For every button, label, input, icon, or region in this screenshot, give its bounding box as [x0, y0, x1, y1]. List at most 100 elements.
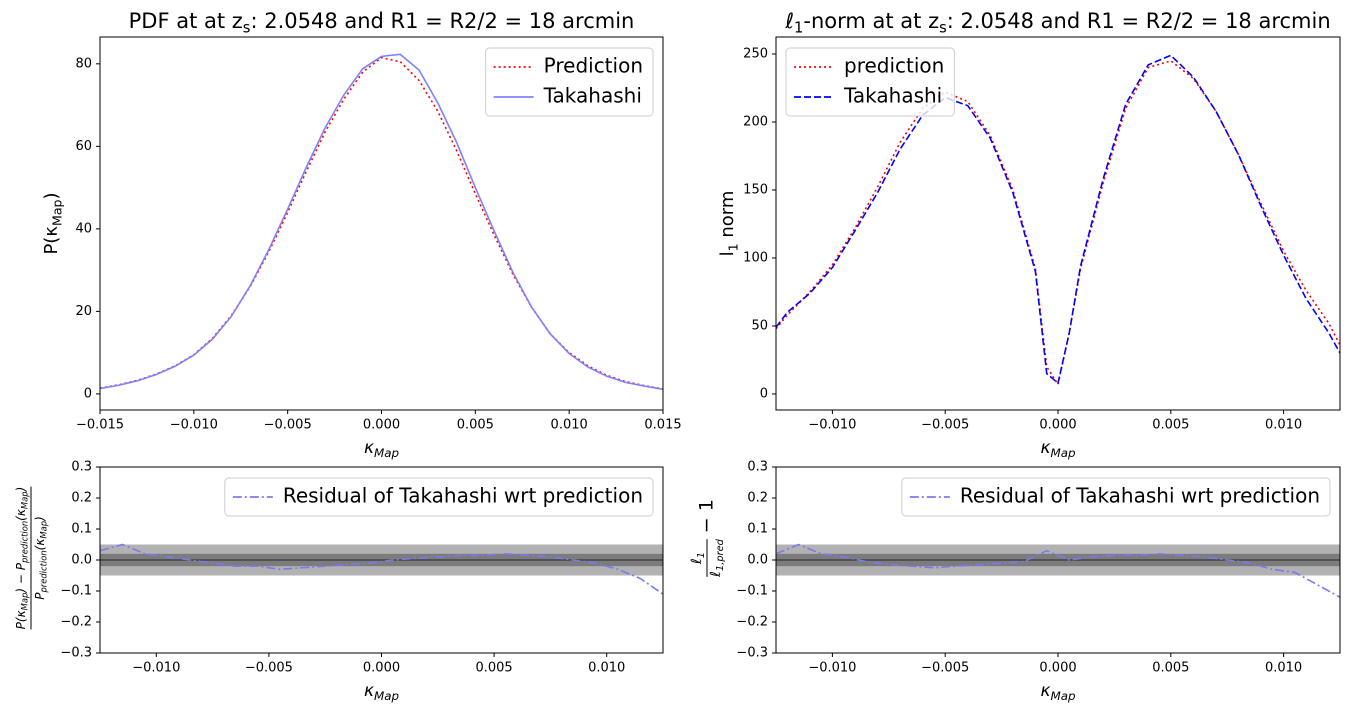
legend-box	[224, 477, 654, 517]
text-part: P	[33, 592, 47, 600]
y-axis-label: P(κMap)	[41, 192, 64, 254]
plot-area	[776, 54, 1340, 387]
legend-label: Residual of Takahashi wrt prediction	[960, 484, 1320, 508]
x-tick-label: 0.010	[588, 661, 625, 676]
label-numerator: ℓ1	[689, 552, 707, 565]
y-tick-label: 0	[760, 386, 768, 401]
text-part: ℓ	[784, 9, 794, 33]
text-part: (κ	[33, 538, 47, 551]
subscript: 1	[794, 19, 803, 36]
subscript: prediction	[38, 550, 48, 593]
text-part: : 2.0548 and R1 = R2/2 = 18 arcmin	[250, 9, 634, 33]
x-axis-label: κMap	[1040, 438, 1075, 460]
subscript: 1	[696, 552, 707, 558]
y-tick-label: −0.2	[736, 615, 768, 630]
y-tick-label: 100	[743, 250, 768, 265]
data-line	[100, 53, 663, 391]
chart-title: PDF at at zs: 2.0548 and R1 = R2/2 = 18 …	[129, 9, 635, 36]
x-tick-label: 0.000	[1039, 418, 1076, 433]
subscript: s	[939, 19, 947, 36]
y-tick-label: 0.1	[747, 522, 768, 537]
text-part: κ	[364, 681, 374, 701]
y-tick-label: 0	[84, 386, 92, 401]
y-tick-label: 80	[75, 56, 92, 71]
x-tick-label: −0.010	[170, 418, 218, 433]
text-part: )	[33, 516, 47, 522]
text-part: ℓ	[708, 571, 724, 578]
legend-label: Takahashi	[843, 84, 942, 108]
text-part: l	[717, 251, 738, 256]
subscript: s	[243, 19, 251, 36]
label-denominator: Pprediction(κMap)	[33, 516, 49, 600]
plot-area	[100, 53, 663, 391]
label-suffix: − 1	[696, 499, 718, 533]
y-tick-label: −0.2	[60, 615, 92, 630]
text-part: κ	[364, 438, 374, 458]
subscript: Map	[1050, 446, 1075, 460]
x-tick-label: 0.005	[1152, 418, 1189, 433]
legend-label: prediction	[844, 54, 944, 78]
x-tick-label: 0.000	[1039, 661, 1076, 676]
x-tick-label: −0.015	[76, 418, 124, 433]
subscript: prediction	[19, 521, 29, 564]
legend-label: Residual of Takahashi wrt prediction	[283, 484, 643, 508]
text-part: P(κ	[14, 609, 28, 629]
chart-title: ℓ1-norm at at zs: 2.0548 and R1 = R2/2 =…	[784, 9, 1330, 36]
y-tick-label: 0.1	[71, 522, 92, 537]
text-part: : 2.0548 and R1 = R2/2 = 18 arcmin	[947, 9, 1331, 33]
y-tick-label: −0.3	[60, 646, 92, 661]
x-axis-label: κMap	[364, 438, 399, 460]
y-tick-label: 250	[743, 46, 768, 61]
subscript: Map	[19, 491, 29, 509]
y-tick-label: 40	[75, 221, 92, 236]
text-part: )	[14, 487, 28, 493]
y-tick-label: 0.0	[747, 553, 768, 568]
label-numerator: P(κMap) − Pprediction(κMap)	[14, 487, 30, 630]
plot-area	[776, 543, 1340, 598]
y-tick-label: 200	[743, 114, 768, 129]
x-tick-label: −0.005	[921, 661, 969, 676]
y-tick-label: 0.2	[747, 491, 768, 506]
text-part: κ	[1040, 438, 1050, 458]
text-part: κ	[1040, 681, 1050, 701]
y-tick-label: 0.2	[71, 491, 92, 506]
x-tick-label: −0.010	[132, 661, 180, 676]
label-denominator: ℓ1,pred	[708, 538, 726, 577]
y-tick-label: 150	[743, 182, 768, 197]
legend: prediction Takahashi	[785, 47, 955, 117]
subscript: Map	[49, 199, 64, 226]
legend: Residual of Takahashi wrt prediction	[901, 477, 1331, 517]
data-line	[776, 54, 1340, 385]
subscript: Map	[374, 689, 399, 703]
subscript: Map	[374, 446, 399, 460]
subscript: Map	[19, 593, 29, 611]
y-tick-label: 0.3	[71, 460, 92, 475]
text-part: -norm at at z	[803, 9, 939, 33]
subscript: 1,pred	[715, 538, 726, 571]
subplot: −0.015 −0.010 −0.005 0.000 0.005 0.010 0.015 0 2…	[41, 9, 682, 460]
x-tick-label: 0.010	[1265, 661, 1302, 676]
y-tick-label: 60	[75, 139, 92, 154]
x-tick-label: 0.005	[475, 661, 512, 676]
text-part: ) − P	[14, 562, 28, 593]
y-tick-label: 0.0	[71, 553, 92, 568]
text-part: (κ	[14, 508, 28, 521]
subscript: Map	[1050, 689, 1075, 703]
y-axis-label: P(κMap) − Pprediction(κMap)Pprediction(κ…	[14, 486, 49, 630]
x-tick-label: −0.005	[245, 661, 293, 676]
subplot: −0.010 −0.005 0.000 0.005 0.010 0 50 100 150 200 2…	[717, 9, 1341, 460]
text-part: ℓ	[689, 558, 705, 565]
x-axis-label: κMap	[1040, 681, 1075, 703]
x-tick-label: 0.005	[457, 418, 494, 433]
y-tick-label: −0.1	[736, 584, 768, 599]
subscript: 1	[725, 243, 740, 251]
data-line	[100, 543, 663, 595]
legend-label: Prediction	[544, 54, 643, 78]
x-axis-label: κMap	[364, 681, 399, 703]
y-tick-label: −0.3	[736, 646, 768, 661]
legend-box	[901, 477, 1331, 517]
legend: Prediction Takahashi	[485, 47, 654, 117]
plot-area	[100, 543, 663, 595]
